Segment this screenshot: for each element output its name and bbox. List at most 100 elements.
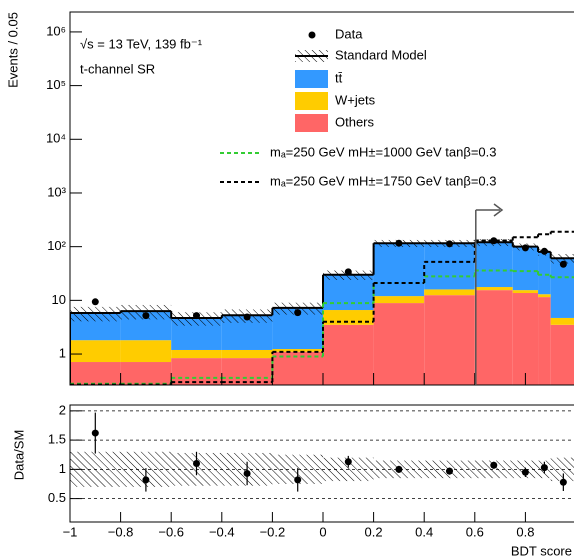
y-tick-label: 1 (59, 461, 66, 476)
legend-label: Others (335, 114, 375, 129)
data-point (294, 309, 302, 317)
stack-bar (550, 317, 574, 325)
data-point (521, 468, 529, 476)
data-point (521, 244, 529, 252)
main-frame (69, 11, 574, 386)
annotation: √s = 13 TeV, 139 fb⁻¹ (80, 36, 203, 51)
data-point (91, 298, 99, 306)
stack-bar (171, 358, 222, 385)
y-tick-label: 10² (47, 238, 66, 253)
stack-bar (70, 340, 121, 363)
legend-label: tt̄ (335, 70, 343, 85)
data-point (395, 239, 403, 247)
data-point (540, 464, 548, 472)
data-point (193, 460, 200, 467)
x-tick-label: 0.2 (365, 524, 383, 539)
data-point (559, 260, 567, 268)
stack-bar (474, 242, 513, 288)
data-point (446, 467, 453, 475)
stack-bar (474, 290, 513, 385)
x-tick-label: −0.4 (209, 524, 235, 539)
y-tick-label: 10⁴ (46, 131, 66, 146)
data-point (559, 478, 567, 486)
stack-bar (272, 349, 323, 352)
stack-bar (550, 258, 574, 318)
x-tick-label: 0 (319, 524, 326, 539)
ratio-frame (69, 404, 574, 523)
stack-bar (512, 290, 539, 294)
stack-bar (70, 362, 121, 385)
x-tick-label: 0.6 (466, 524, 484, 539)
y-tick-label: 10³ (47, 184, 66, 199)
main-panel (70, 230, 574, 385)
data-point (490, 237, 498, 245)
stack-bar (221, 349, 273, 359)
stack-bar (373, 243, 425, 297)
y-axis-label: Data/SM (11, 430, 26, 481)
data-point (490, 461, 498, 469)
annotation: t-channel SR (80, 61, 155, 76)
data-point (294, 476, 302, 484)
stack-bar (323, 324, 374, 385)
stack-bar (373, 296, 425, 304)
legend-label: mₐ=250 GeV mH±=1750 GeV tanβ=0.3 (270, 173, 497, 188)
stack-bar (550, 324, 574, 385)
stack-bar (538, 251, 551, 295)
sm-uncertainty (70, 306, 121, 322)
data-point (243, 469, 251, 477)
legend-swatch (295, 70, 328, 88)
arrow-head (493, 203, 504, 217)
legend-label: Standard Model (335, 47, 427, 62)
legend-swatch (295, 114, 328, 132)
data-point (142, 476, 150, 484)
stack-bar (512, 293, 539, 385)
y-axis-label: Events / 0.05 (5, 12, 20, 88)
stack-bar (512, 246, 539, 291)
legend-swatch (295, 92, 328, 110)
stack-bar (171, 349, 222, 359)
data-point (344, 458, 352, 466)
stack-bar (120, 362, 172, 385)
stack-bar (424, 243, 475, 290)
data-point (344, 268, 352, 276)
x-tick-label: −0.6 (158, 524, 184, 539)
stack-bar (221, 358, 273, 385)
legend-label: W+jets (335, 92, 376, 107)
stack-bar (323, 274, 374, 311)
stack-bar (120, 340, 172, 363)
x-axis-label: BDT score (511, 543, 572, 558)
x-tick-label: −1 (63, 524, 78, 539)
x-tick-label: −0.8 (108, 524, 134, 539)
data-point (243, 313, 251, 321)
x-tick-label: −0.2 (260, 524, 286, 539)
y-tick-label: 0.5 (48, 490, 66, 505)
y-tick-label: 1 (59, 345, 66, 360)
data-point (395, 465, 403, 473)
stack-bar (538, 294, 551, 298)
stack-bar (474, 287, 513, 291)
data-point (540, 247, 548, 255)
legend-label: Data (335, 26, 363, 41)
stack-bar (424, 289, 475, 296)
stack-bar (424, 295, 475, 385)
y-tick-label: 10 (52, 292, 66, 307)
stack-bar (538, 297, 551, 385)
x-tick-label: 0.4 (415, 524, 433, 539)
data-point (91, 429, 99, 437)
axes: 1 10 10² 10³ 10⁴ 10⁵ 10⁶ 0.5 1 1.5 2 −1 −0.8 −0.6 −0.4… (46, 23, 534, 539)
y-tick-label: 10⁶ (46, 23, 66, 38)
data-point (142, 312, 150, 320)
sm-uncertainty (474, 460, 513, 479)
x-tick-label: 0.8 (516, 524, 534, 539)
y-tick-label: 1.5 (48, 432, 66, 447)
y-tick-label: 2 (59, 402, 66, 417)
legend: Data Standard Model tt̄ W+jets Others mₐ=250 … (220, 26, 497, 188)
legend-marker (308, 31, 316, 39)
stack-bar (373, 303, 425, 385)
ratio-panel (70, 410, 574, 500)
data-point (193, 312, 200, 320)
y-tick-label: 10⁵ (46, 77, 66, 92)
data-point (446, 240, 453, 248)
legend-label: mₐ=250 GeV mH±=1000 GeV tanβ=0.3 (270, 144, 497, 159)
